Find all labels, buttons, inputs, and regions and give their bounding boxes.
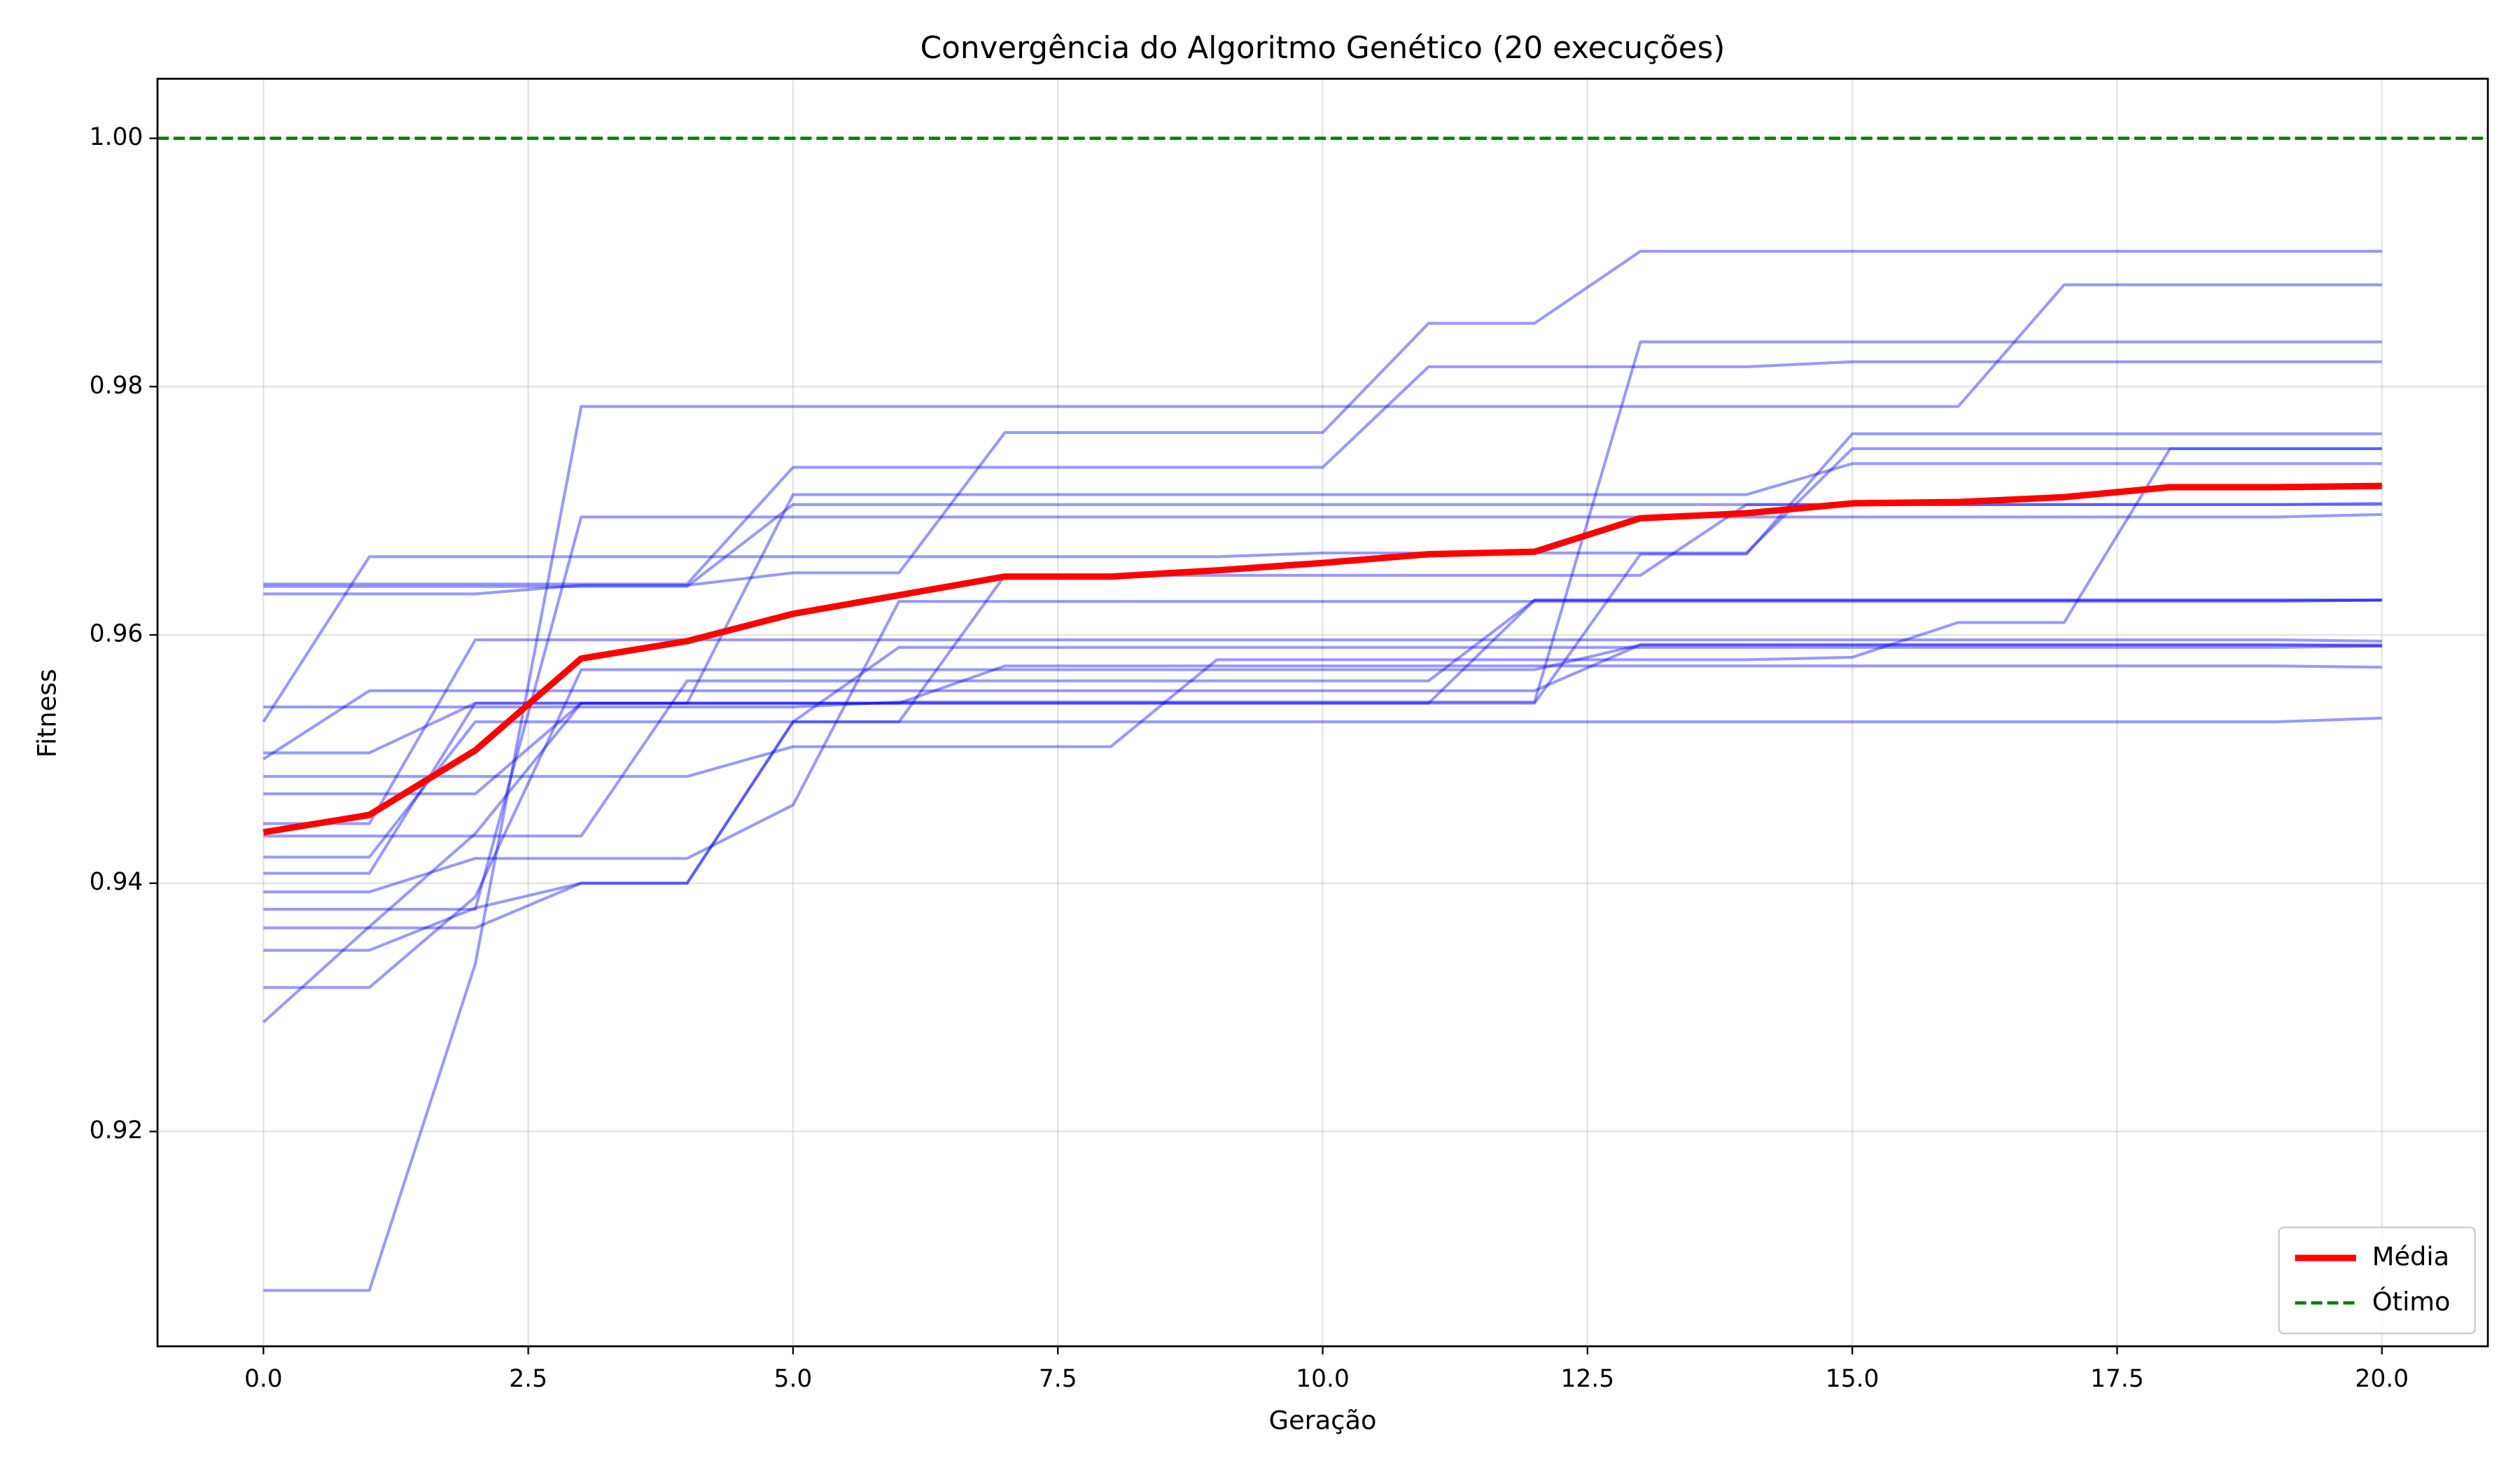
x-tick-label: 7.5 [1039, 1365, 1077, 1393]
run-line [263, 432, 2382, 796]
x-tick-label: 15.0 [1826, 1365, 1879, 1393]
y-tick-label: 0.94 [90, 868, 144, 896]
run-line [263, 340, 2382, 708]
legend: Média Ótimo [2278, 1226, 2476, 1335]
x-tick-label: 5.0 [774, 1365, 813, 1393]
run-line [263, 664, 2382, 755]
x-tick-label: 2.5 [509, 1365, 547, 1393]
run-line [262, 462, 2382, 1023]
x-tick-label: 10.0 [1296, 1365, 1350, 1393]
y-tick-label: 0.96 [90, 620, 144, 648]
legend-label: Ótimo [2372, 1286, 2451, 1317]
run-line [263, 716, 2382, 859]
run-line [263, 503, 2382, 588]
y-axis-label: Fitness [31, 668, 62, 757]
run-line [263, 598, 2382, 875]
x-axis-label: Geração [1269, 1406, 1377, 1436]
run-line [263, 598, 2382, 894]
mean-line [262, 482, 2382, 836]
run-line [263, 598, 2382, 838]
run-line [262, 447, 2382, 723]
legend-label: Média [2372, 1242, 2449, 1272]
legend-box [2278, 1226, 2476, 1335]
run-line [263, 638, 2382, 825]
run-line [262, 643, 2382, 761]
run-line [263, 501, 2382, 952]
x-tick-label: 17.5 [2090, 1365, 2144, 1393]
run-line [263, 447, 2382, 778]
run-line [263, 249, 2382, 596]
run-line [263, 643, 2382, 989]
x-tick-label: 12.5 [1561, 1365, 1615, 1393]
run-line [263, 644, 2382, 930]
x-tick-label: 20.0 [2355, 1365, 2409, 1393]
plot-frame [156, 78, 2489, 1348]
chart-title: Convergência do Algoritmo Genético (20 e… [920, 31, 1726, 66]
run-line [263, 360, 2382, 586]
x-tick-label: 0.0 [244, 1365, 283, 1393]
run-line [263, 512, 2382, 911]
y-tick-label: 0.98 [90, 372, 144, 400]
run-line [263, 283, 2382, 1292]
y-tick-label: 1.00 [90, 123, 144, 151]
y-tick-label: 0.92 [90, 1116, 144, 1144]
